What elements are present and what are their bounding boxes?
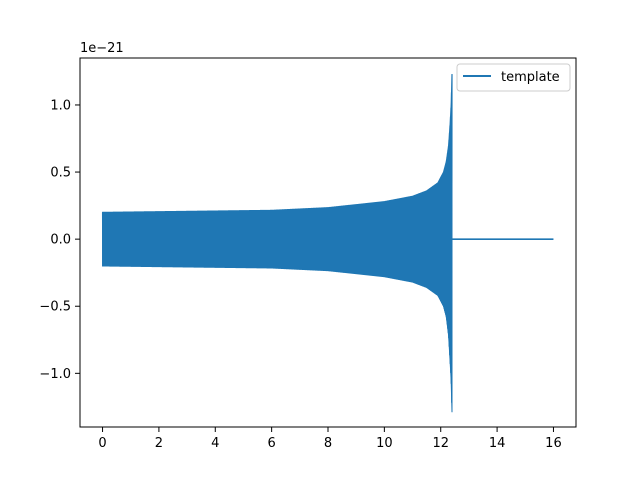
series-template-oscillation bbox=[101, 74, 453, 403]
x-tick-label: 6 bbox=[267, 436, 275, 451]
y-tick-label: −0.5 bbox=[39, 300, 71, 315]
y-offset-label: 1e−21 bbox=[80, 41, 124, 56]
legend-label-template: template bbox=[501, 70, 560, 85]
x-tick-label: 8 bbox=[324, 436, 332, 451]
y-axis: −1.0 −0.5 0.0 0.5 1.0 bbox=[39, 98, 80, 382]
x-tick-label: 14 bbox=[489, 436, 506, 451]
x-tick-label: 4 bbox=[211, 436, 219, 451]
y-tick-label: −1.0 bbox=[39, 367, 71, 382]
y-tick-label: 1.0 bbox=[50, 98, 71, 113]
y-tick-label: 0.5 bbox=[50, 166, 71, 181]
x-tick-label: 12 bbox=[432, 436, 449, 451]
plot-layer bbox=[101, 74, 554, 413]
legend-box bbox=[456, 63, 571, 92]
x-tick-label: 2 bbox=[155, 436, 163, 451]
legend: template bbox=[456, 63, 571, 92]
y-tick-label: 0.0 bbox=[50, 233, 71, 248]
x-tick-label: 16 bbox=[545, 436, 562, 451]
x-tick-label: 0 bbox=[98, 436, 106, 451]
x-axis: 0 2 4 6 8 10 12 14 16 bbox=[98, 427, 562, 451]
series-template bbox=[101, 74, 554, 413]
x-tick-label: 10 bbox=[376, 436, 393, 451]
